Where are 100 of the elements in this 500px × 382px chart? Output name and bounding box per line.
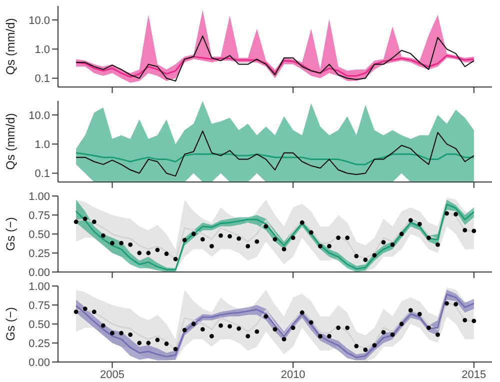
y-tick-label: 0.1 xyxy=(34,73,50,86)
y-tick-label: 0.25 xyxy=(28,338,50,350)
point xyxy=(454,212,458,216)
point xyxy=(82,306,88,311)
point xyxy=(426,236,431,240)
point xyxy=(345,326,350,330)
y-tick-label: 0.50 xyxy=(28,228,50,241)
point xyxy=(300,310,304,315)
y-tick-label: 1.00 xyxy=(28,280,50,293)
y-tick-label: 1.0 xyxy=(34,138,50,151)
point xyxy=(254,329,260,334)
point xyxy=(246,334,250,338)
point xyxy=(390,332,395,337)
point xyxy=(363,258,368,262)
point xyxy=(318,244,322,248)
point xyxy=(318,334,322,338)
point xyxy=(173,256,178,262)
y-tick-label: 10.0 xyxy=(28,110,50,122)
y-tick-label: 10.0 xyxy=(28,14,50,27)
y-tick-label: 0.25 xyxy=(28,248,50,260)
line-series xyxy=(75,301,475,351)
point xyxy=(336,236,340,240)
point xyxy=(92,220,96,224)
point xyxy=(308,230,314,235)
point xyxy=(200,237,205,242)
point xyxy=(254,239,260,244)
point xyxy=(155,338,160,342)
line-series xyxy=(75,152,475,166)
point xyxy=(164,342,169,346)
point xyxy=(354,344,359,348)
point xyxy=(191,232,196,236)
point xyxy=(436,242,440,247)
y-axis-title: Qs (mm/d) xyxy=(3,18,18,75)
point xyxy=(101,323,106,328)
point xyxy=(372,343,377,348)
point xyxy=(110,330,114,336)
y-axis-title: Gs (−) xyxy=(3,307,18,341)
y-tick-label: 1.0 xyxy=(34,44,50,56)
point xyxy=(119,240,124,246)
point xyxy=(92,310,96,314)
point xyxy=(462,318,468,322)
point xyxy=(128,332,133,337)
y-tick-label: 0.00 xyxy=(28,356,50,369)
point xyxy=(399,232,404,236)
x-tick-label: 2005 xyxy=(100,368,124,381)
y-tick-label: 0.00 xyxy=(28,266,50,279)
point xyxy=(182,328,187,332)
x-tick-label: 2010 xyxy=(280,368,306,381)
point xyxy=(191,322,196,326)
point xyxy=(236,326,242,331)
point xyxy=(119,330,124,336)
point xyxy=(399,322,404,326)
point xyxy=(363,348,368,352)
line-series xyxy=(75,211,475,261)
point xyxy=(436,332,440,337)
point xyxy=(336,326,340,330)
y-axis-title: Qs (mm/d) xyxy=(3,113,18,170)
line-series xyxy=(75,54,475,78)
point xyxy=(146,250,151,256)
point xyxy=(272,327,278,332)
y-tick-label: 0.50 xyxy=(28,318,50,331)
point xyxy=(390,242,395,247)
point xyxy=(300,220,304,225)
point xyxy=(381,330,386,335)
point xyxy=(408,218,413,223)
point xyxy=(381,240,386,245)
line-series xyxy=(76,36,474,82)
y-tick-label: 0.75 xyxy=(28,300,50,312)
point xyxy=(417,312,422,316)
point xyxy=(101,233,106,238)
point xyxy=(210,334,214,338)
point xyxy=(454,302,458,306)
point xyxy=(290,326,296,330)
point xyxy=(290,236,296,240)
point xyxy=(137,340,142,346)
y-tick-label: 0.1 xyxy=(34,168,50,180)
point xyxy=(282,337,286,342)
point xyxy=(327,334,332,338)
line-series xyxy=(76,130,474,177)
point xyxy=(308,320,314,325)
point xyxy=(74,220,78,224)
y-tick-label: 1.00 xyxy=(28,190,50,203)
point xyxy=(282,247,286,252)
point xyxy=(210,244,214,248)
point xyxy=(246,244,250,248)
point xyxy=(354,254,359,258)
x-tick-label: 2015 xyxy=(462,368,486,381)
point xyxy=(472,318,476,324)
point xyxy=(200,327,205,332)
point xyxy=(164,252,169,256)
point xyxy=(264,224,268,229)
point xyxy=(444,211,449,216)
point xyxy=(426,326,431,330)
point xyxy=(146,340,151,346)
point xyxy=(155,248,160,252)
point xyxy=(182,238,187,242)
point xyxy=(128,242,133,247)
point xyxy=(137,250,142,256)
point xyxy=(372,253,377,258)
point xyxy=(82,216,88,221)
